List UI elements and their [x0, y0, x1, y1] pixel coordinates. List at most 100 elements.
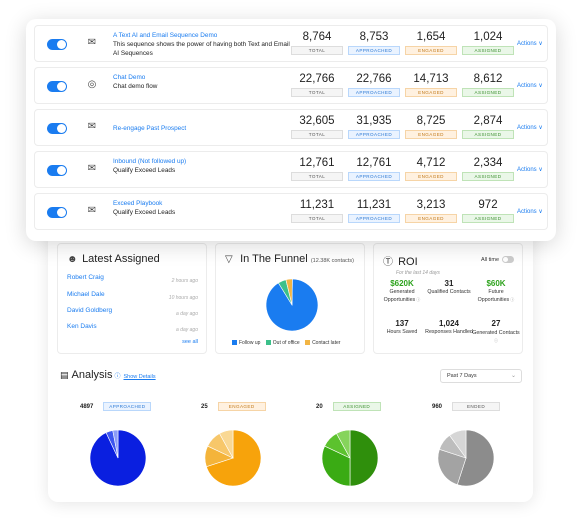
sequence-info: Exceed Playbook Qualify Exceed Leads — [113, 199, 293, 217]
engaged-stat: 3,213 ENGAGED — [405, 198, 457, 223]
assigned-contact-link[interactable]: Robert Craig — [67, 274, 104, 281]
see-all-link[interactable]: see all — [182, 339, 198, 345]
roi-label: Responses Handled — [425, 329, 473, 336]
period-select[interactable]: Past 7 Days ⌄ — [440, 369, 522, 383]
funnel-panel: ▽ In The Funnel (12.38K contacts) Follow… — [215, 243, 365, 354]
total-label: TOTAL — [291, 130, 343, 139]
roi-label: Generated Opportunities ⓘ — [378, 289, 426, 304]
chat-icon: ◎ — [87, 79, 97, 90]
approached-count: 12,761 — [356, 157, 392, 169]
roi-subtitle: For the last 14 days — [396, 270, 440, 276]
assigned-count: 972 — [478, 199, 498, 211]
analysis-badge: ENGAGED — [217, 402, 266, 411]
sequence-row: ✉ Inbound (Not followed up) Qualify Exceed… — [34, 151, 548, 188]
total-label: TOTAL — [291, 214, 343, 223]
show-details-link[interactable]: Show Details — [123, 374, 156, 380]
actions-dropdown[interactable]: Actions ∨ — [517, 125, 543, 131]
roi-value: 1,024 — [438, 319, 460, 328]
assigned-label: ASSIGNED — [462, 130, 514, 139]
roi-label: Hours Saved — [378, 329, 426, 336]
analysis-badge: APPROACHED — [103, 402, 152, 411]
sequence-row: ✉ Exceed Playbook Qualify Exceed Leads 11,2… — [34, 193, 548, 230]
toggle-switch[interactable] — [502, 256, 514, 263]
funnel-legend: Follow up Out of office Contact later — [228, 340, 340, 346]
sequence-toggle[interactable] — [47, 81, 67, 92]
total-count: 12,761 — [299, 157, 335, 169]
sequence-info: Chat Demo Chat demo flow — [113, 73, 293, 91]
sequence-row: ✉ Re-engage Past Prospect 32,605 TOTAL 31,93… — [34, 109, 548, 146]
approached-label: APPROACHED — [348, 46, 400, 55]
engaged-label: ENGAGED — [405, 88, 457, 97]
funnel-pie-chart — [265, 278, 319, 332]
approached-count: 11,231 — [356, 199, 392, 211]
info-icon: ⓘ — [494, 338, 498, 343]
total-count: 11,231 — [299, 199, 335, 211]
assigned-count: 1,024 — [473, 31, 503, 43]
assigned-count: 2,334 — [473, 157, 503, 169]
sequence-info: A Text AI and Email Sequence Demo This se… — [113, 31, 293, 58]
pie-slice — [336, 429, 351, 459]
assigned-stat: 8,612 ASSIGNED — [462, 72, 514, 97]
analysis-badge: ASSIGNED — [332, 402, 381, 411]
total-stat: 11,231 TOTAL — [291, 198, 343, 223]
sequences-card: ✉ A Text AI and Email Sequence Demo This s… — [26, 19, 556, 241]
total-label: TOTAL — [291, 88, 343, 97]
assigned-contact-link[interactable]: David Goldberg — [67, 307, 113, 314]
legend-label: Contact later — [312, 340, 341, 346]
actions-dropdown[interactable]: Actions ∨ — [517, 167, 543, 173]
pie-slice — [285, 278, 293, 306]
approached-count: 8,753 — [359, 31, 389, 43]
sequence-info: Inbound (Not followed up) Qualify Exceed … — [113, 157, 293, 175]
sequence-title-link[interactable]: Inbound (Not followed up) — [113, 158, 187, 165]
pie-slice — [112, 429, 119, 459]
assigned-label: ASSIGNED — [462, 88, 514, 97]
roi-label: Qualified Contacts — [425, 289, 473, 296]
sequence-toggle[interactable] — [47, 165, 67, 176]
sequence-toggle[interactable] — [47, 123, 67, 134]
sequence-title-link[interactable]: Exceed Playbook — [113, 200, 163, 207]
funnel-subtitle: (12.38K contacts) — [310, 258, 354, 264]
roi-label-text: Generated Opportunities — [383, 289, 416, 303]
analysis-count: 20 — [316, 404, 323, 411]
sequence-title-link[interactable]: Re-engage Past Prospect — [113, 125, 187, 132]
analysis-pie-chart — [437, 429, 495, 487]
actions-dropdown[interactable]: Actions ∨ — [517, 83, 543, 89]
roi-label-text: Generated Contacts — [472, 330, 520, 336]
sequence-description: Qualify Exceed Leads — [113, 167, 176, 174]
approached-label: APPROACHED — [348, 88, 400, 97]
actions-dropdown[interactable]: Actions ∨ — [517, 41, 543, 47]
roi-value: 27 — [491, 319, 501, 328]
sequence-title-link[interactable]: A Text AI and Email Sequence Demo — [113, 32, 218, 39]
roi-value: $620K — [390, 279, 414, 288]
roi-panel: Ⓣ ROI All time For the last 14 days $620… — [373, 243, 523, 354]
assigned-contact-link[interactable]: Ken Davis — [67, 323, 97, 330]
sequence-row: ◎ Chat Demo Chat demo flow 22,766 TOTAL 22,76… — [34, 67, 548, 104]
info-icon: ⓘ — [415, 297, 421, 302]
bar-chart-icon: ▤ — [60, 370, 69, 380]
engaged-count: 3,213 — [416, 199, 446, 211]
pie-slice — [437, 448, 467, 486]
sequence-toggle[interactable] — [47, 207, 67, 218]
users-icon: ☻ — [67, 254, 78, 265]
dollar-icon: Ⓣ — [383, 257, 393, 268]
sequence-toggle[interactable] — [47, 39, 67, 50]
all-time-toggle[interactable]: All time — [481, 256, 514, 263]
assigned-label: ASSIGNED — [462, 214, 514, 223]
total-stat: 8,764 TOTAL — [291, 30, 343, 55]
total-count: 22,766 — [299, 73, 335, 85]
pie-slice — [456, 429, 495, 487]
sequence-title-link[interactable]: Chat Demo — [113, 74, 146, 81]
mail-icon: ✉ — [87, 205, 97, 216]
assigned-time: a day ago — [176, 311, 198, 317]
engaged-count: 4,712 — [416, 157, 446, 169]
engaged-stat: 1,654 ENGAGED — [405, 30, 457, 55]
pie-slice — [449, 429, 467, 459]
engaged-stat: 14,713 ENGAGED — [405, 72, 457, 97]
assigned-stat: 2,334 ASSIGNED — [462, 156, 514, 181]
assigned-contact-link[interactable]: Michael Dale — [67, 291, 105, 298]
total-count: 32,605 — [299, 115, 335, 127]
actions-dropdown[interactable]: Actions ∨ — [517, 209, 543, 215]
approached-stat: 22,766 APPROACHED — [348, 72, 400, 97]
assigned-time: 10 hours ago — [168, 295, 198, 301]
assigned-stat: 2,874 ASSIGNED — [462, 114, 514, 139]
